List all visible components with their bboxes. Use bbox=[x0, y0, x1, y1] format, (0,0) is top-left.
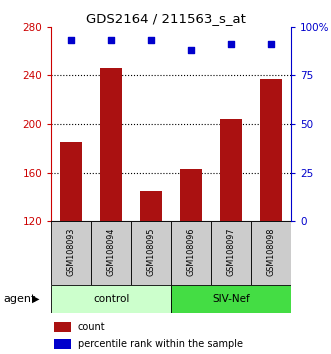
Text: count: count bbox=[78, 322, 105, 332]
Bar bbox=[251, 221, 291, 285]
Text: control: control bbox=[93, 294, 129, 304]
Text: ▶: ▶ bbox=[32, 294, 39, 304]
Text: GSM108094: GSM108094 bbox=[107, 228, 116, 276]
Point bbox=[109, 37, 114, 43]
Point bbox=[149, 37, 154, 43]
Bar bbox=[51, 221, 91, 285]
Bar bbox=[140, 191, 162, 221]
Bar bbox=[131, 221, 171, 285]
Text: GDS2164 / 211563_s_at: GDS2164 / 211563_s_at bbox=[85, 12, 246, 25]
Bar bbox=[100, 68, 122, 221]
Text: GSM108097: GSM108097 bbox=[227, 228, 236, 276]
Text: SIV-Nef: SIV-Nef bbox=[213, 294, 250, 304]
Bar bbox=[260, 79, 282, 221]
Bar bbox=[60, 142, 82, 221]
Bar bbox=[211, 221, 251, 285]
Text: GSM108098: GSM108098 bbox=[267, 228, 276, 276]
Text: agent: agent bbox=[3, 294, 36, 304]
Text: percentile rank within the sample: percentile rank within the sample bbox=[78, 339, 243, 349]
Point bbox=[189, 47, 194, 53]
Point bbox=[269, 41, 274, 47]
Bar bbox=[54, 339, 71, 349]
Point bbox=[229, 41, 234, 47]
Bar bbox=[220, 119, 242, 221]
Text: GSM108095: GSM108095 bbox=[147, 228, 156, 276]
Bar bbox=[54, 322, 71, 332]
Bar bbox=[171, 285, 291, 313]
Text: GSM108093: GSM108093 bbox=[67, 228, 76, 276]
Text: GSM108096: GSM108096 bbox=[187, 228, 196, 276]
Bar bbox=[171, 221, 211, 285]
Point bbox=[69, 37, 74, 43]
Bar bbox=[51, 285, 171, 313]
Bar bbox=[180, 169, 202, 221]
Bar bbox=[91, 221, 131, 285]
